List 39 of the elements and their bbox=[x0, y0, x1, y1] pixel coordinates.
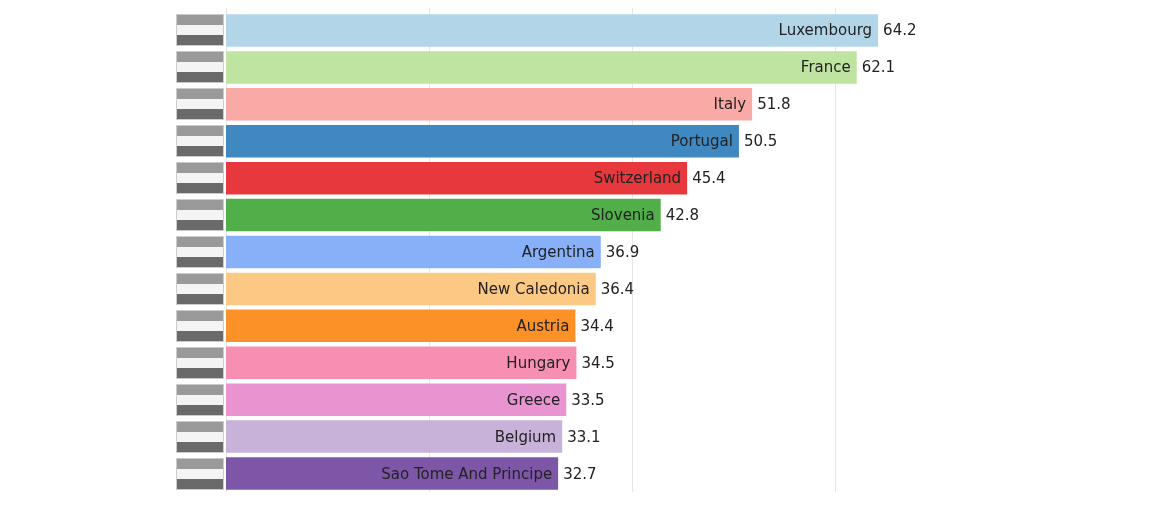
y-tick-label: France bbox=[800, 58, 851, 77]
y-tick-label: Italy bbox=[713, 95, 747, 114]
bar bbox=[226, 420, 563, 453]
y-tick-label: Portugal bbox=[670, 132, 733, 151]
data-label: 62.1 bbox=[861, 58, 896, 77]
bar bbox=[226, 161, 688, 195]
bar bbox=[226, 272, 596, 306]
bar bbox=[226, 309, 576, 343]
data-label: 51.8 bbox=[757, 95, 791, 114]
data-label: 34.4 bbox=[580, 316, 614, 335]
y-tick-label: Argentina bbox=[521, 243, 595, 261]
y-tick-label: Slovenia bbox=[590, 206, 655, 225]
y-tick-label: Switzerland bbox=[593, 169, 682, 188]
bar bbox=[226, 235, 601, 269]
bar bbox=[226, 457, 559, 490]
y-tick-label: Belgium bbox=[494, 427, 557, 446]
data-label: 36.9 bbox=[605, 243, 640, 261]
y-tick-label: Austria bbox=[516, 316, 570, 335]
bar bbox=[226, 124, 739, 158]
bar bbox=[226, 198, 661, 232]
y-tick-label: Sao Tome And Principe bbox=[381, 464, 553, 483]
data-label: 32.7 bbox=[563, 464, 597, 483]
data-label: 33.5 bbox=[571, 390, 605, 409]
y-tick-label: New Caledonia bbox=[477, 279, 590, 298]
y-tick-label: Luxembourg bbox=[778, 21, 873, 40]
bar bbox=[226, 88, 753, 121]
bar bbox=[226, 14, 879, 47]
bar bbox=[226, 383, 567, 416]
data-label: 42.8 bbox=[665, 206, 700, 225]
bar bbox=[226, 346, 577, 380]
data-label: 34.5 bbox=[581, 353, 615, 372]
y-tick-label: Greece bbox=[506, 390, 561, 409]
bar bbox=[226, 51, 857, 84]
data-label: 50.5 bbox=[743, 132, 778, 151]
data-label: 36.4 bbox=[600, 279, 635, 298]
data-label: 45.4 bbox=[692, 169, 726, 188]
y-tick-label: Hungary bbox=[506, 353, 571, 372]
data-label: 64.2 bbox=[883, 21, 917, 40]
data-label: 33.1 bbox=[567, 427, 601, 446]
